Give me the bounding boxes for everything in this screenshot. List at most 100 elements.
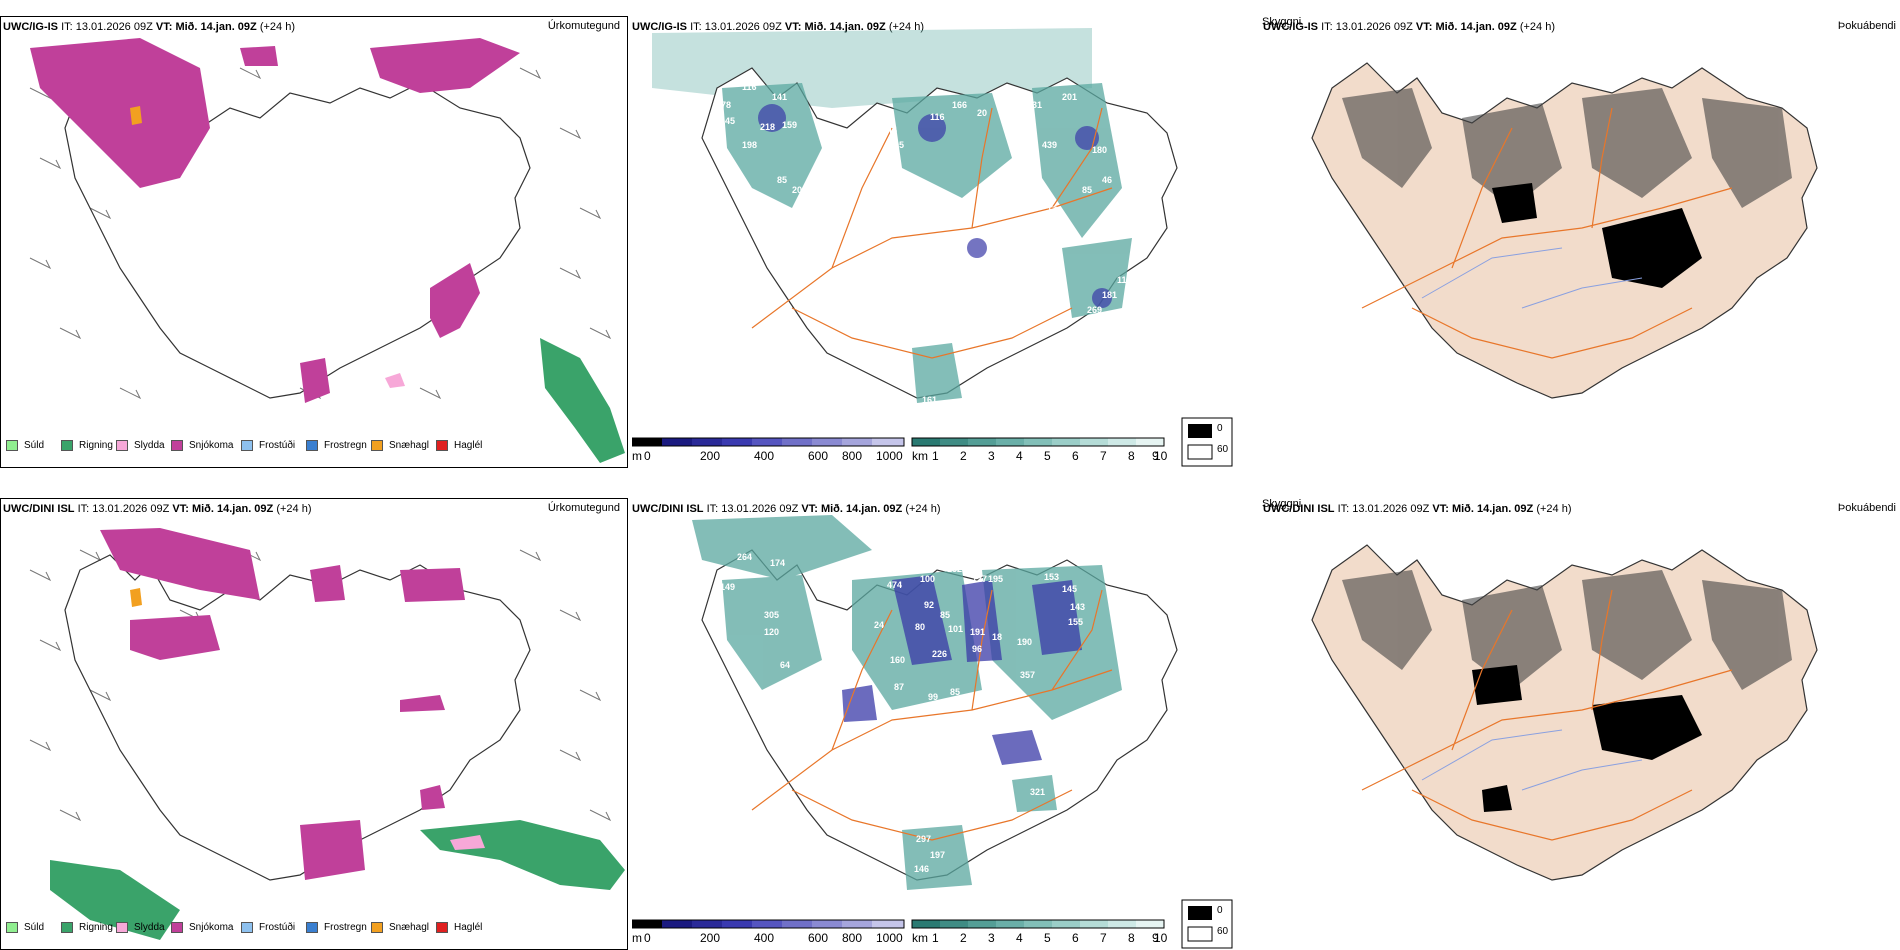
legend-item: Snjókoma xyxy=(171,922,241,933)
panel-title: Skyggni xyxy=(1262,16,1302,28)
forecast-row-dini-isl: UWC/DINI ISL IT: 13.01.2026 09Z VT: Mið.… xyxy=(0,490,1900,950)
map-frame xyxy=(0,16,628,468)
svg-text:111: 111 xyxy=(1117,275,1131,285)
fog-black-area xyxy=(1592,695,1702,760)
snow-pellets-area xyxy=(130,106,142,125)
vt-label: VT: xyxy=(155,21,173,33)
svg-text:218: 218 xyxy=(760,122,775,132)
snow-areas xyxy=(30,38,520,403)
rivers xyxy=(1421,247,1643,309)
svg-text:226: 226 xyxy=(932,649,947,659)
svg-text:474: 474 xyxy=(887,580,902,590)
snow-pellets-area xyxy=(130,588,142,607)
svg-text:85: 85 xyxy=(950,687,960,697)
svg-text:152: 152 xyxy=(1077,320,1092,330)
legend-item: Slydda xyxy=(116,922,171,933)
svg-text:206: 206 xyxy=(820,577,835,587)
legend-item: Snæhagl xyxy=(371,440,436,451)
forecast-row-ig-is: UWC/IG-IS IT: 13.01.2026 09Z VT: Mið. 14… xyxy=(0,8,1900,468)
svg-text:192: 192 xyxy=(1122,80,1137,90)
svg-text:85: 85 xyxy=(777,175,787,185)
legend-item: Frostregn xyxy=(306,922,371,933)
svg-text:305: 305 xyxy=(764,610,779,620)
svg-text:20: 20 xyxy=(792,185,802,195)
panel-title: Þokuábendi xyxy=(1837,20,1896,32)
svg-text:132: 132 xyxy=(947,564,962,574)
model-name: UWC/IG-IS xyxy=(3,21,58,33)
svg-text:141: 141 xyxy=(772,92,787,102)
precip-legend: Súld Rigning Slydda Snjókoma Frostúði Fr… xyxy=(6,440,491,451)
cloud-legend-box xyxy=(1181,417,1233,467)
legend-item: Snjókoma xyxy=(171,440,241,451)
fog-black-area xyxy=(1602,208,1702,288)
svg-text:161: 161 xyxy=(922,395,937,405)
visibility-map: 264 174 149 206 474 100 132 305 92 127 1… xyxy=(632,515,1233,949)
vt-value: Mið. 14.jan. 09Z xyxy=(175,21,257,33)
svg-text:85: 85 xyxy=(940,610,950,620)
svg-text:116: 116 xyxy=(742,82,757,92)
height-unit: m xyxy=(632,449,642,463)
svg-text:46: 46 xyxy=(1102,175,1112,185)
svg-text:153: 153 xyxy=(1044,572,1059,582)
km-colorbar xyxy=(911,919,1165,929)
svg-text:155: 155 xyxy=(1068,617,1083,627)
panel-header: UWC/DINI ISL IT: 13.01.2026 09Z VT: Mið.… xyxy=(1263,503,1572,515)
panel-title: Þokuábendi xyxy=(1837,502,1896,514)
rivers xyxy=(1421,729,1643,791)
panel-title: Skyggni xyxy=(1262,498,1302,510)
fog-map xyxy=(1311,62,1818,399)
rain-area xyxy=(540,338,625,463)
svg-text:191: 191 xyxy=(970,627,985,637)
visibility-values: 264 174 149 206 474 100 132 305 92 127 1… xyxy=(720,552,1085,874)
legend-item: Rigning xyxy=(61,440,116,451)
km-colorbar xyxy=(911,437,1165,447)
svg-text:95: 95 xyxy=(894,140,904,150)
roads xyxy=(751,589,1113,841)
svg-text:144: 144 xyxy=(882,125,897,135)
svg-text:25: 25 xyxy=(952,250,962,260)
legend-item: Haglél xyxy=(436,922,491,933)
svg-text:321: 321 xyxy=(1030,787,1045,797)
svg-text:768: 768 xyxy=(1092,75,1107,85)
svg-text:24: 24 xyxy=(874,620,884,630)
iceland-outline xyxy=(64,554,531,881)
svg-text:146: 146 xyxy=(914,864,929,874)
legend-item: Snæhagl xyxy=(371,922,436,933)
legend-item: Frostúði xyxy=(241,922,306,933)
height-colorbar xyxy=(632,919,905,929)
panel-header: UWC/DINI ISL IT: 13.01.2026 09Z VT: Mið.… xyxy=(632,503,941,515)
visibility-panel: UWC/DINI ISL IT: 13.01.2026 09Z VT: Mið.… xyxy=(632,490,1322,950)
panel-title: Úrkomutegund xyxy=(547,20,620,32)
svg-text:190: 190 xyxy=(1017,637,1032,647)
svg-text:160: 160 xyxy=(890,655,905,665)
precip-legend: Súld Rigning Slydda Snjókoma Frostúði Fr… xyxy=(6,922,491,933)
svg-text:297: 297 xyxy=(916,834,931,844)
svg-text:100: 100 xyxy=(920,574,935,584)
panel-header: UWC/IG-IS IT: 13.01.2026 09Z VT: Mið. 14… xyxy=(632,21,924,33)
legend-item: Rigning xyxy=(61,922,116,933)
precip-type-panel: UWC/IG-IS IT: 13.01.2026 09Z VT: Mið. 14… xyxy=(0,8,630,468)
legend-item: Slydda xyxy=(116,440,171,451)
svg-text:80: 80 xyxy=(915,622,925,632)
panel-header: UWC/IG-IS IT: 13.01.2026 09Z VT: Mið. 14… xyxy=(3,21,295,33)
svg-text:439: 439 xyxy=(1042,140,1057,150)
it-label: IT: xyxy=(61,21,73,33)
svg-text:20: 20 xyxy=(977,108,987,118)
svg-text:145: 145 xyxy=(1062,584,1077,594)
svg-text:198: 198 xyxy=(742,140,757,150)
svg-text:269: 269 xyxy=(1087,305,1102,315)
fog-map xyxy=(1311,544,1818,881)
legend-item: Frostregn xyxy=(306,440,371,451)
svg-text:159: 159 xyxy=(782,120,797,130)
svg-text:85: 85 xyxy=(1082,185,1092,195)
svg-text:96: 96 xyxy=(972,644,982,654)
sleet-area xyxy=(385,373,405,388)
cloud-legend-box xyxy=(1181,899,1233,949)
fog-dark-areas xyxy=(1342,570,1792,690)
svg-text:87: 87 xyxy=(894,682,904,692)
visibility-map: 116 141 278 145 218 159 198 85 20 144 95… xyxy=(632,28,1233,467)
legend-item: Frostúði xyxy=(241,440,306,451)
km-unit: km xyxy=(912,449,928,463)
svg-text:120: 120 xyxy=(764,627,779,637)
low-visibility-areas xyxy=(722,83,1132,403)
